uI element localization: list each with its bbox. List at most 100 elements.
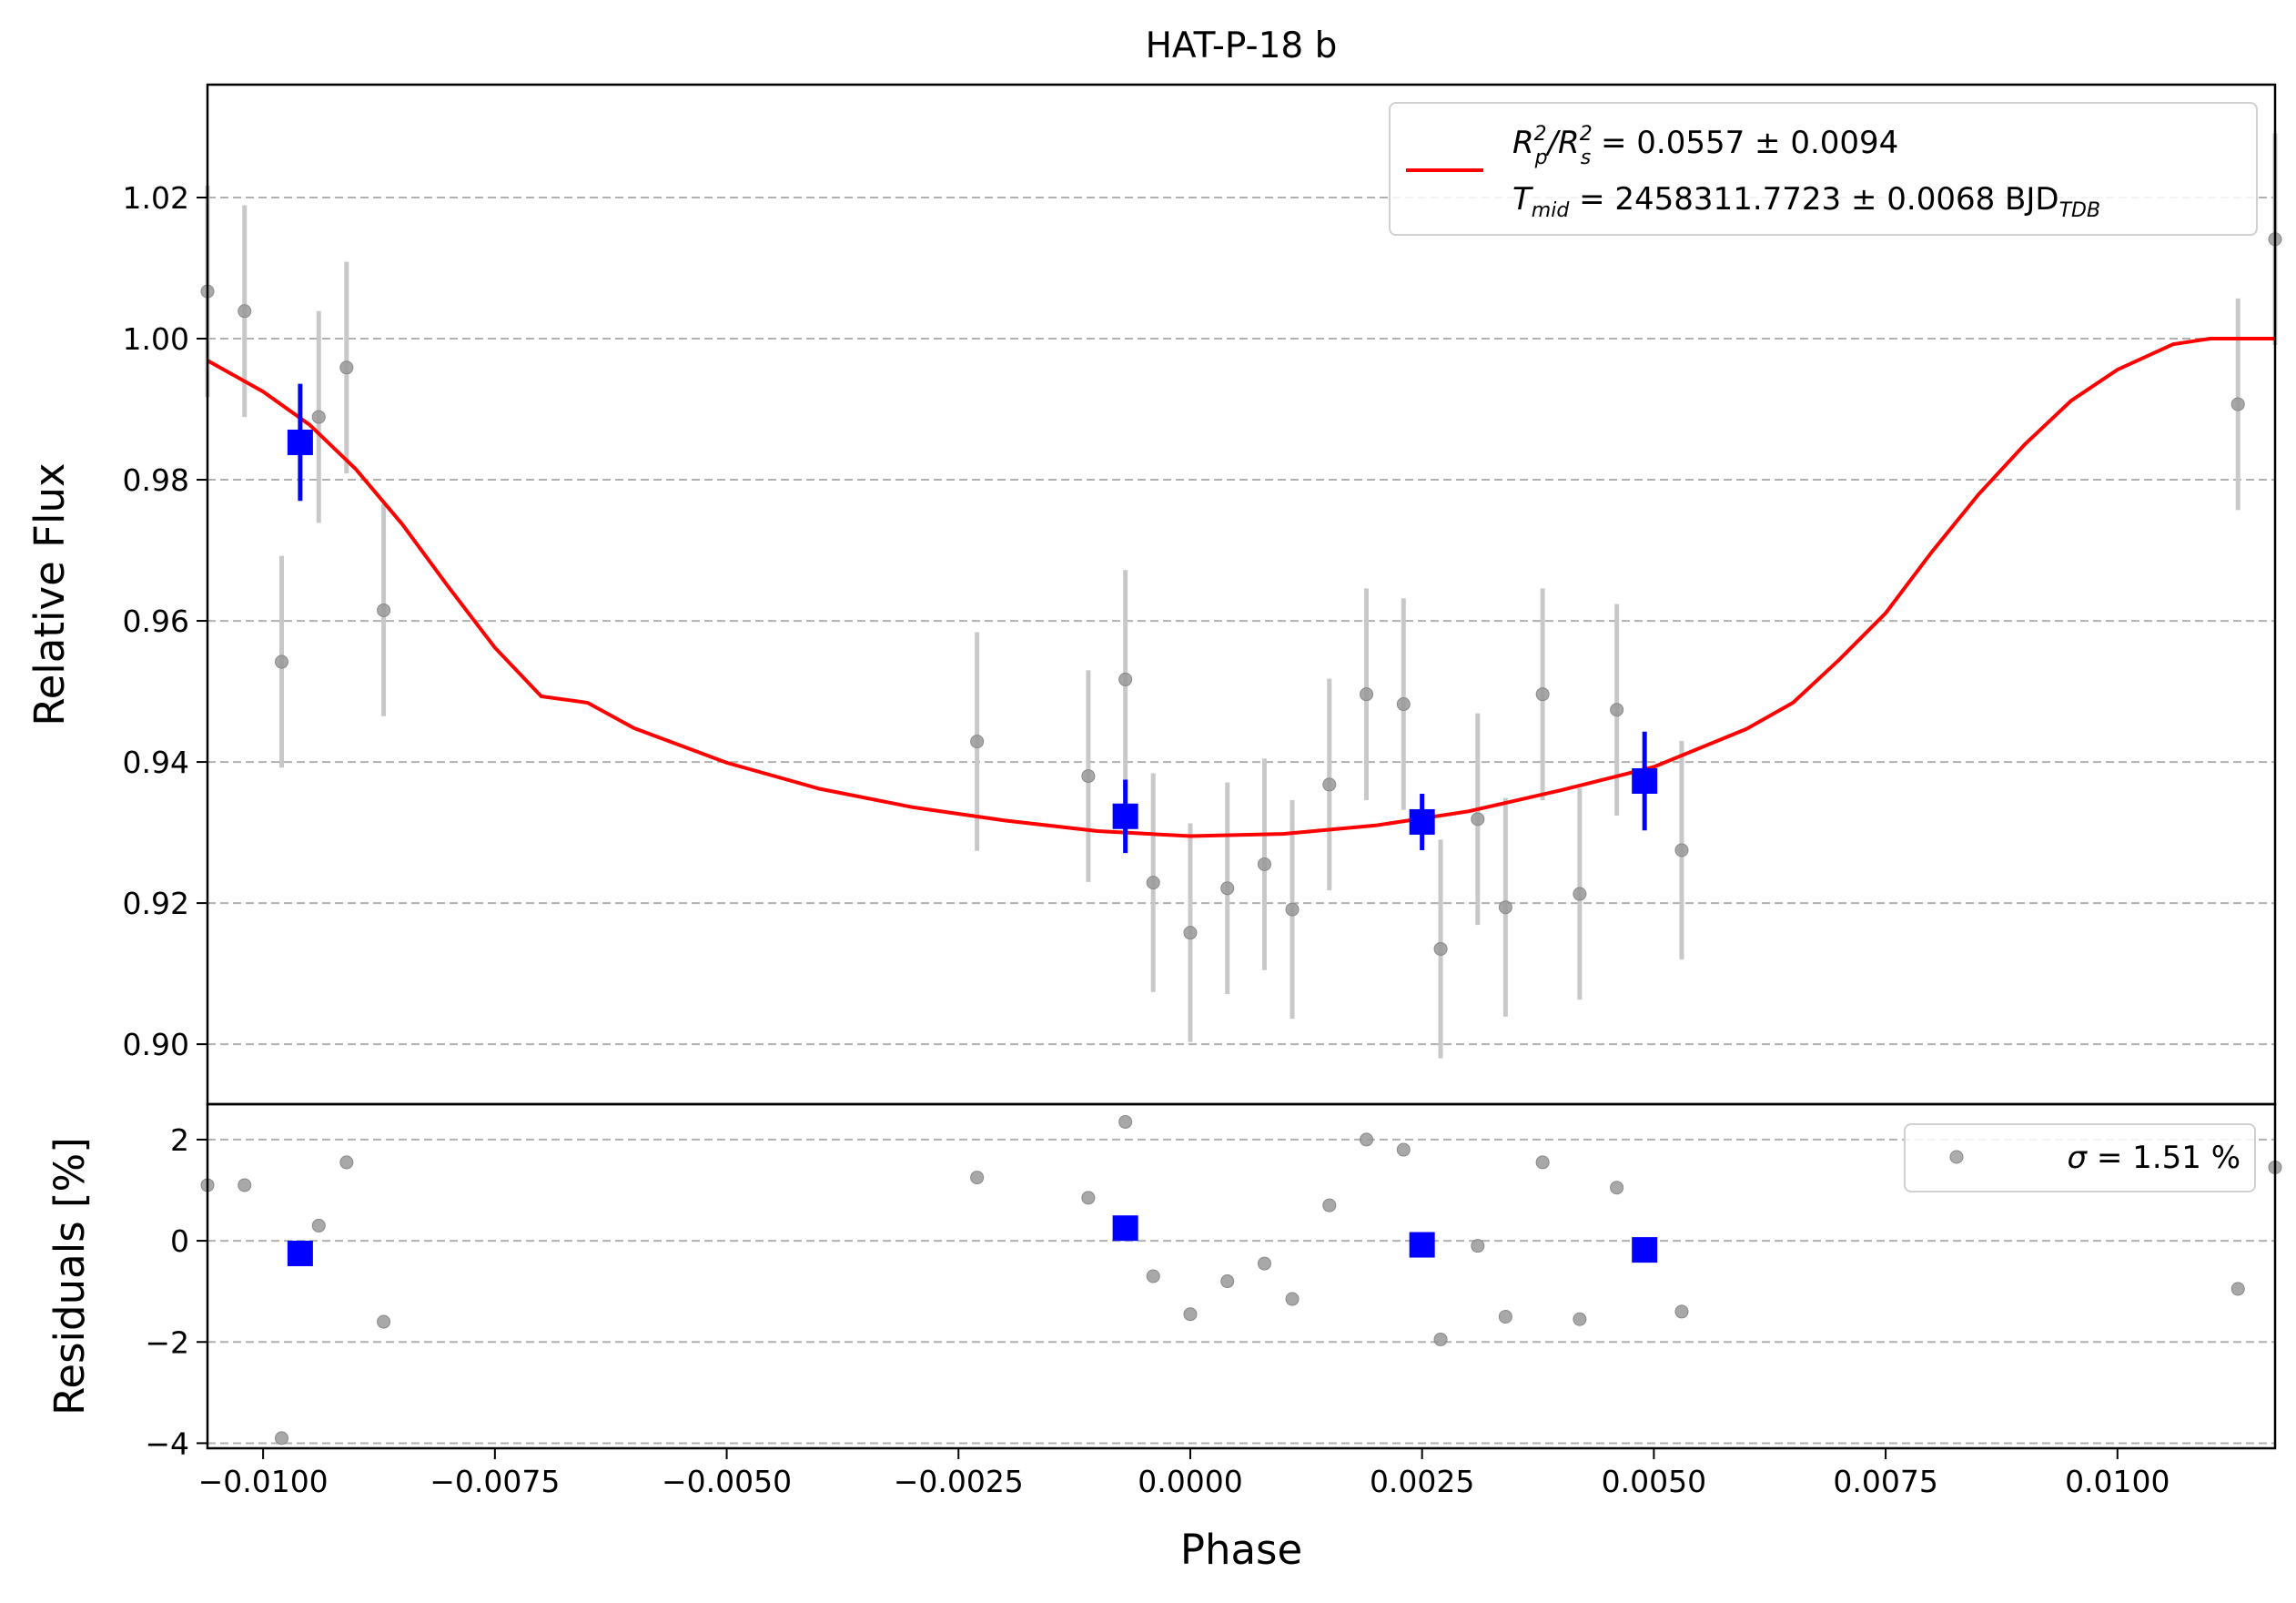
binned-flux-point [1112,803,1138,829]
legend-sigma: σ = 1.51 % [2068,1140,2240,1176]
bottom-legend-box [1904,1123,2256,1192]
raw-residual-point [1360,1132,1374,1147]
top-y-tick-label: 0.96 [123,604,189,639]
top-y-tick-label: 1.00 [123,321,189,357]
bottom-raw-residual-points [200,1114,2282,1446]
top-y-ticks: 0.90 0.92 0.94 0.96 0.98 1.00 1.02 [123,180,207,1062]
raw-residual-point [1535,1155,1550,1170]
raw-residual-point [339,1155,354,1170]
binned-residual-point [287,1240,313,1266]
top-binned-points [287,429,1658,835]
bottom-legend: σ = 1.51 % [1904,1123,2256,1192]
raw-flux-point [1257,857,1271,871]
top-raw-points [200,232,2282,956]
raw-flux-point [1396,697,1411,712]
top-legend-box [1389,102,2258,236]
top-panel: 0.90 0.92 0.94 0.96 0.98 1.00 1.02 Relative Fl… [25,83,2282,1106]
binned-flux-point [1409,808,1435,835]
bottom-y-tick-label: 0 [170,1223,189,1259]
raw-residual-point [970,1171,985,1185]
raw-flux-point [275,654,289,669]
legend-mid-time: Tmid = 2458311.7723 ± 0.0068 BJDTDB [1512,181,2100,222]
bottom-y-tick-label: −4 [145,1425,189,1461]
raw-residual-point [238,1178,252,1192]
raw-flux-point [1081,769,1096,784]
raw-flux-point [1433,941,1448,956]
raw-residual-point [2230,1282,2245,1296]
top-y-tick-label: 1.02 [123,180,189,216]
raw-residual-point [1257,1256,1271,1271]
bottom-grid [207,1138,2275,1445]
raw-flux-point [1118,672,1133,686]
raw-residual-point [1573,1312,1587,1326]
bottom-binned-residual-points [287,1215,1658,1266]
raw-residual-point [311,1218,326,1233]
raw-residual-point [1081,1191,1096,1205]
raw-residual-point [1322,1198,1337,1212]
bottom-axes-frame [206,1102,2277,1450]
raw-residual-point [1433,1332,1448,1346]
chart-title: HAT-P-18 b [1146,25,1338,66]
raw-residual-point [1146,1269,1160,1283]
raw-residual-point [1220,1274,1235,1289]
x-tick-label: −0.0075 [430,1464,560,1499]
raw-flux-point [1471,812,1485,827]
top-grid [207,197,2275,1046]
top-y-tick-label: 0.94 [123,745,189,780]
raw-residual-point [1183,1307,1198,1322]
transit-model-line [207,337,2275,838]
legend-residual-marker [1949,1150,1964,1164]
binned-flux-point [1632,768,1658,795]
bottom-y-axis-label: Residuals [%] [46,1137,94,1415]
x-tick-label: −0.0050 [662,1464,792,1499]
raw-residual-point [1498,1309,1512,1324]
raw-flux-point [1535,687,1550,702]
top-y-tick-label: 0.92 [123,886,189,921]
x-axis-ticks: −0.0100 −0.0075 −0.0050 −0.0025 0.0000 0.0025… [198,1448,2170,1499]
raw-flux-point [339,360,354,375]
binned-residual-point [1409,1232,1435,1258]
x-tick-label: 0.0025 [1370,1464,1474,1499]
raw-flux-point [1285,902,1300,917]
raw-flux-point [1322,777,1337,792]
raw-flux-point [970,735,985,749]
x-tick-label: 0.0100 [2065,1464,2170,1499]
raw-residual-point [1118,1114,1133,1129]
raw-residual-point [1471,1239,1485,1253]
bottom-y-tick-label: −2 [145,1324,189,1360]
top-y-tick-label: 0.98 [123,462,189,498]
bottom-y-tick-label: 2 [170,1122,189,1158]
raw-flux-point [1220,881,1235,896]
raw-residual-point [1285,1292,1300,1306]
raw-flux-point [238,304,252,319]
raw-residual-point [1674,1304,1689,1319]
binned-residual-point [1632,1237,1658,1263]
raw-flux-point [1146,876,1160,890]
raw-residual-point [377,1314,391,1329]
raw-residual-point [1396,1142,1411,1157]
top-legend: R2 p/R2 s = 0.0557 ± 0.0094 Tmid = 2458311… [1389,102,2258,236]
raw-flux-point [1573,887,1587,901]
bottom-y-ticks: −4 −2 0 2 [145,1122,207,1461]
raw-flux-point [1674,843,1689,857]
raw-flux-point [1610,703,1624,717]
x-tick-label: 0.0000 [1138,1464,1242,1499]
x-tick-label: −0.0100 [198,1464,329,1499]
raw-flux-point [377,603,391,617]
top-y-tick-label: 0.90 [123,1027,189,1062]
top-y-axis-label: Relative Flux [25,462,74,725]
x-tick-label: 0.0075 [1833,1464,1937,1499]
x-tick-label: 0.0050 [1602,1464,1706,1499]
legend-radius-ratio: R2 p/R2 s = 0.0557 ± 0.0094 [1512,123,1898,169]
binned-residual-point [1112,1215,1138,1242]
raw-flux-point [1360,687,1374,702]
raw-residual-point [1610,1181,1624,1195]
raw-flux-point [1498,900,1512,915]
x-tick-label: −0.0025 [894,1464,1024,1499]
raw-flux-point [2230,397,2245,411]
raw-flux-point [311,410,326,424]
binned-flux-point [287,429,313,455]
bottom-panel: −4 −2 0 2 Residuals [%] σ = 1.51 % [46,1102,2282,1461]
